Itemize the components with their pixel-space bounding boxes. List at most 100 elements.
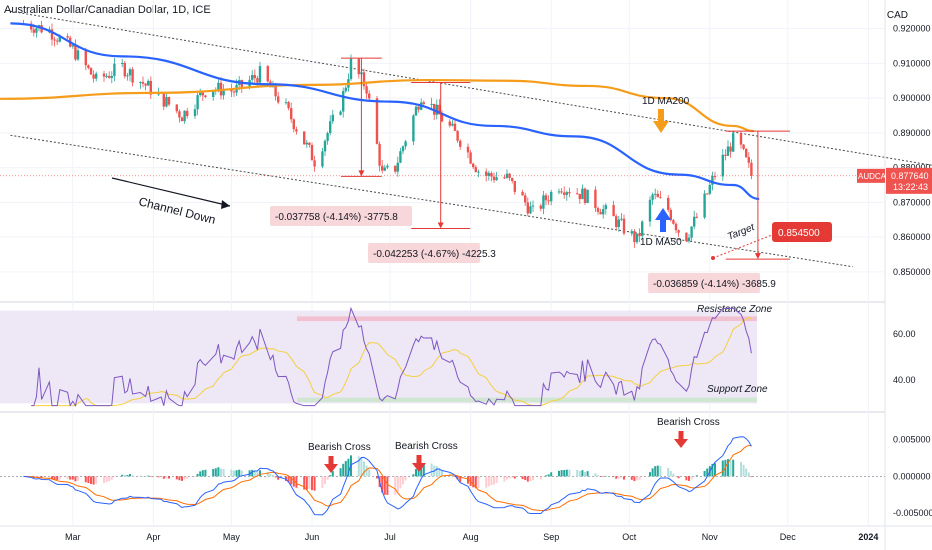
candle-body — [401, 146, 405, 152]
candle-body — [648, 199, 652, 222]
macd-histogram-bar — [532, 476, 534, 481]
macd-histogram-bar — [259, 470, 261, 477]
candle-body — [378, 143, 381, 166]
rsi-band — [0, 310, 757, 404]
macd-histogram-bar — [524, 476, 527, 481]
channel-arrow-head — [221, 200, 230, 209]
candle-body — [742, 144, 745, 149]
candle-body — [123, 62, 126, 77]
channel-arrow-line — [111, 177, 231, 207]
measure-arrow-head — [437, 222, 444, 229]
macd-histogram-bar — [688, 476, 690, 481]
macd-histogram-bar — [40, 476, 43, 478]
candle-body — [633, 231, 636, 243]
macd-histogram-bar — [563, 469, 566, 477]
macd-histogram-bar — [87, 476, 90, 484]
macd-histogram-bar — [506, 476, 508, 480]
candle-body — [412, 115, 415, 142]
ma50-label: 1D MA50 — [640, 237, 682, 248]
macd-histogram-bar — [248, 470, 251, 477]
axes: 0.920000 0.910000 0.900000 0.890000 0.880000… — [65, 24, 932, 542]
macd-histogram-bar — [615, 476, 618, 479]
measure-label-text: -0.042253 (-4.67%) -4225.3 — [373, 249, 496, 260]
macd-histogram-bar — [103, 476, 105, 484]
macd-histogram-bar — [69, 476, 72, 480]
macd-histogram-bar — [539, 476, 542, 480]
bearish-cross-label: Bearish Cross — [308, 442, 371, 453]
candle-body — [201, 92, 204, 96]
bearish-cross-arrow-shaft — [678, 431, 684, 439]
bearish-cross-label: Bearish Cross — [395, 441, 458, 452]
macd-histogram-bar — [58, 476, 61, 480]
candle-body — [204, 95, 207, 97]
candle-body — [339, 111, 342, 115]
candle-body — [440, 114, 444, 122]
candle-body — [108, 75, 111, 78]
macd-histogram-bar — [638, 476, 641, 480]
macd-histogram-bar — [586, 471, 589, 477]
candle-body — [394, 165, 397, 172]
channel-upper-line — [10, 10, 932, 166]
macd-tick-label: 0.000000 — [893, 471, 931, 481]
macd-histogram-bar — [222, 468, 225, 477]
macd-histogram-bar — [602, 476, 605, 477]
macd-histogram-bar — [576, 469, 579, 477]
macd-histogram-bar — [123, 475, 126, 477]
candle-body — [557, 191, 561, 193]
moving-averages — [0, 22, 760, 201]
macd-histogram-bar — [394, 476, 397, 495]
candle-body — [92, 74, 95, 79]
currency-label: CAD — [886, 10, 908, 21]
macd-histogram-bar — [550, 472, 553, 477]
ma50-arrow-head — [655, 208, 671, 220]
macd-histogram-bar — [396, 476, 399, 493]
candle-body — [695, 216, 698, 218]
price-tick-label: 0.860000 — [893, 232, 931, 242]
candle-body — [708, 184, 711, 194]
macd-histogram-bar — [235, 470, 238, 477]
macd-histogram-bar — [295, 476, 298, 488]
candle-body — [594, 189, 597, 209]
candle-body — [313, 160, 316, 167]
candle-body — [674, 223, 678, 231]
target-dot — [711, 256, 715, 260]
macd-histogram-bar — [584, 471, 586, 477]
macd-histogram-bar — [305, 476, 308, 490]
macd-histogram-bar — [217, 467, 220, 477]
candle-body — [365, 86, 368, 94]
candle-body — [451, 123, 454, 126]
macd-histogram-bar — [199, 471, 202, 477]
candle-body — [149, 80, 152, 95]
chart-title: Australian Dollar/Canadian Dollar, 1D, I… — [4, 4, 211, 16]
candle-body — [165, 97, 168, 107]
macd-histogram-bar — [456, 476, 459, 480]
macd-histogram-bar — [360, 457, 363, 477]
macd-histogram-bar — [565, 469, 568, 477]
candle-body — [113, 63, 116, 76]
measure-arrow-head — [754, 253, 761, 260]
candle-body — [212, 91, 215, 97]
candle-body — [490, 172, 493, 177]
candle-body — [750, 162, 753, 176]
macd-histogram-bar — [669, 471, 672, 477]
candle-body — [74, 45, 77, 60]
macd-histogram-bar — [542, 476, 545, 477]
macd-histogram-bar — [292, 476, 295, 487]
candle-body — [729, 146, 732, 152]
macd-histogram-bar — [490, 476, 493, 486]
macd-histogram-bar — [430, 463, 433, 477]
macd-histogram-bar — [623, 476, 625, 480]
macd-histogram-bar — [441, 470, 443, 477]
bearish-cross-arrow-shaft — [328, 456, 334, 464]
macd-histogram-bar — [620, 476, 623, 479]
price-tag-value: 0.877640 — [891, 171, 929, 181]
candle-body — [596, 208, 600, 212]
candle-body — [180, 117, 184, 122]
macd-histogram-bar — [272, 475, 274, 477]
support-zone-bar — [297, 397, 757, 403]
macd-histogram-bar — [477, 476, 480, 488]
candle-body — [539, 205, 542, 209]
candle-body — [521, 191, 524, 196]
candle-body — [641, 221, 644, 237]
